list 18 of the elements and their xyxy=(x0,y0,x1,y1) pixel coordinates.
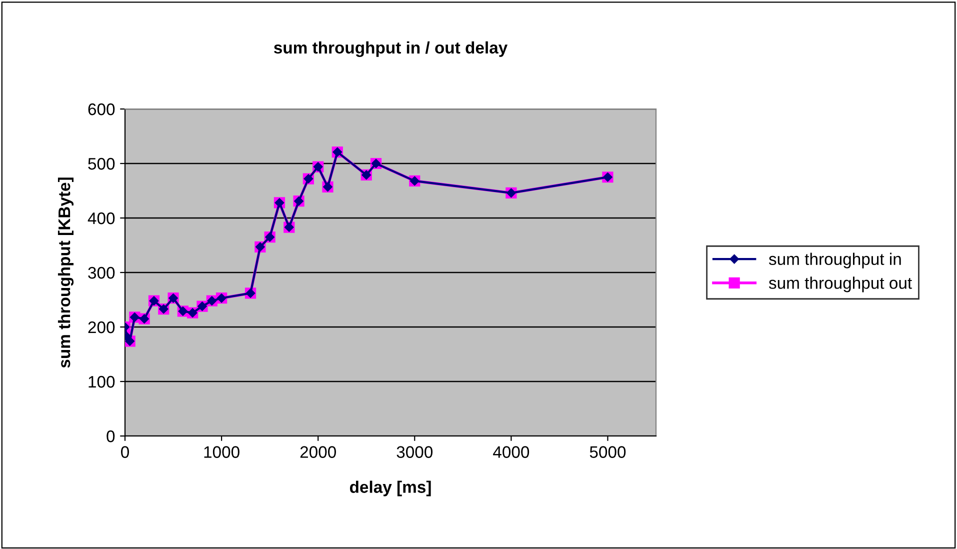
x-axis-title: delay [ms] xyxy=(350,480,431,496)
x-tick-label: 5000 xyxy=(590,446,626,458)
x-tick-label: 1000 xyxy=(204,446,240,458)
x-tick-label: 0 xyxy=(121,446,129,458)
y-tick-label: 500 xyxy=(88,158,115,170)
y-axis-title: sum throughput [KByte] xyxy=(58,178,74,368)
x-tick-label: 4000 xyxy=(493,446,530,458)
chart-title: sum throughput in / out delay xyxy=(274,41,508,57)
y-tick-label: 0 xyxy=(106,430,115,442)
y-tick-label: 600 xyxy=(88,103,115,116)
x-tick-label: 3000 xyxy=(396,446,433,458)
x-tick-label: 2000 xyxy=(300,446,336,458)
y-tick-label: 200 xyxy=(88,321,115,334)
legend-label: sum throughput out xyxy=(768,276,912,292)
legend-label: sum throughput in xyxy=(768,252,901,268)
y-tick-label: 400 xyxy=(88,212,115,224)
y-tick-label: 100 xyxy=(88,376,115,388)
y-tick-label: 300 xyxy=(88,266,115,279)
